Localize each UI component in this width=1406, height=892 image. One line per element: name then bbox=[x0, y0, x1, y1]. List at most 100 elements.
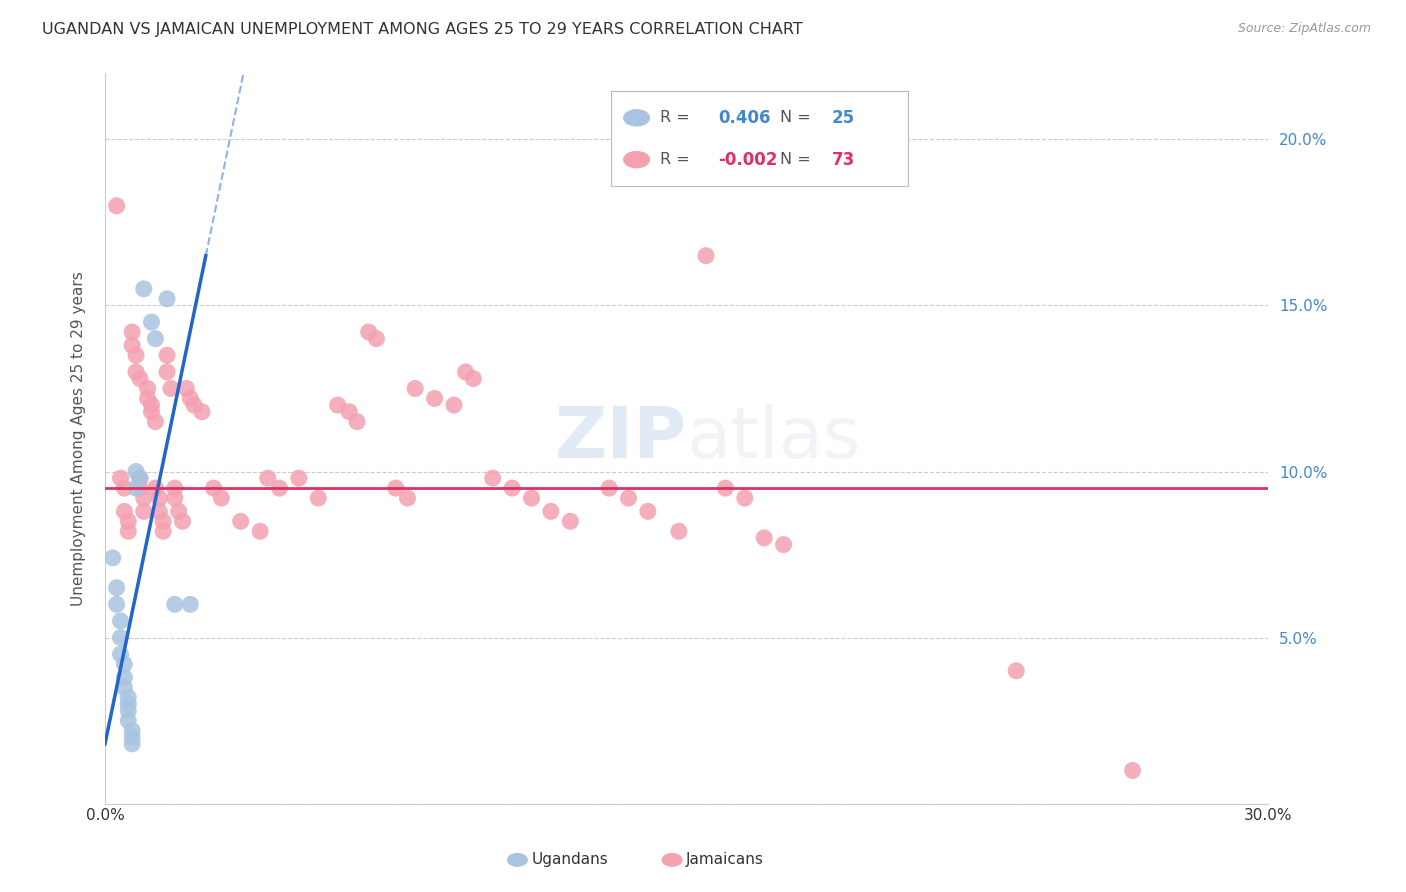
Point bbox=[617, 491, 640, 505]
Point bbox=[179, 392, 201, 406]
Point bbox=[112, 681, 135, 695]
Point bbox=[191, 405, 214, 419]
Point bbox=[167, 504, 190, 518]
Point bbox=[110, 631, 132, 645]
Point bbox=[148, 491, 170, 505]
Text: UGANDAN VS JAMAICAN UNEMPLOYMENT AMONG AGES 25 TO 29 YEARS CORRELATION CHART: UGANDAN VS JAMAICAN UNEMPLOYMENT AMONG A… bbox=[42, 22, 803, 37]
Point bbox=[501, 481, 523, 495]
Point bbox=[540, 504, 562, 518]
Point bbox=[481, 471, 503, 485]
Point bbox=[112, 504, 135, 518]
Point bbox=[179, 598, 201, 612]
Point bbox=[145, 415, 167, 429]
Point bbox=[105, 581, 128, 595]
Point bbox=[121, 325, 143, 339]
Text: R =: R = bbox=[659, 153, 695, 167]
Point bbox=[423, 392, 446, 406]
Point bbox=[269, 481, 291, 495]
Point bbox=[125, 348, 148, 362]
Point bbox=[152, 514, 174, 528]
Point bbox=[105, 199, 128, 213]
Circle shape bbox=[624, 110, 650, 126]
Point bbox=[136, 392, 159, 406]
Point bbox=[121, 338, 143, 352]
Point bbox=[366, 332, 388, 346]
Point bbox=[156, 292, 179, 306]
Point bbox=[125, 465, 148, 479]
Point bbox=[110, 471, 132, 485]
Point bbox=[121, 730, 143, 744]
Point bbox=[160, 382, 183, 396]
Point bbox=[141, 405, 163, 419]
Point bbox=[357, 325, 380, 339]
FancyBboxPatch shape bbox=[612, 91, 908, 186]
Point bbox=[163, 598, 186, 612]
Point bbox=[112, 657, 135, 672]
Circle shape bbox=[624, 152, 650, 168]
Text: Ugandans: Ugandans bbox=[531, 853, 609, 867]
Text: R =: R = bbox=[659, 111, 695, 126]
Point bbox=[326, 398, 349, 412]
Point bbox=[695, 249, 717, 263]
Point bbox=[637, 504, 659, 518]
Point bbox=[117, 704, 139, 718]
Point bbox=[172, 514, 194, 528]
Point bbox=[121, 723, 143, 738]
Point bbox=[125, 481, 148, 495]
Point bbox=[385, 481, 408, 495]
Text: N =: N = bbox=[780, 111, 815, 126]
Point bbox=[145, 332, 167, 346]
Point bbox=[110, 647, 132, 661]
Point bbox=[128, 481, 150, 495]
Point bbox=[141, 398, 163, 412]
Text: -0.002: -0.002 bbox=[718, 151, 778, 169]
Point bbox=[176, 382, 198, 396]
Point bbox=[1005, 664, 1028, 678]
Point bbox=[463, 371, 485, 385]
Point bbox=[128, 371, 150, 385]
Text: Source: ZipAtlas.com: Source: ZipAtlas.com bbox=[1237, 22, 1371, 36]
Text: 73: 73 bbox=[832, 151, 855, 169]
Point bbox=[152, 524, 174, 539]
Point bbox=[163, 481, 186, 495]
Point bbox=[132, 282, 155, 296]
Point bbox=[132, 491, 155, 505]
Point bbox=[346, 415, 368, 429]
Point bbox=[128, 471, 150, 485]
Point bbox=[520, 491, 543, 505]
Point bbox=[148, 504, 170, 518]
Point bbox=[202, 481, 225, 495]
Point bbox=[668, 524, 690, 539]
Point bbox=[117, 524, 139, 539]
Y-axis label: Unemployment Among Ages 25 to 29 years: Unemployment Among Ages 25 to 29 years bbox=[72, 271, 86, 606]
Point bbox=[257, 471, 280, 485]
Text: 0.406: 0.406 bbox=[718, 109, 770, 127]
Point bbox=[125, 365, 148, 379]
Text: ZIP: ZIP bbox=[554, 404, 686, 473]
Point bbox=[560, 514, 582, 528]
Point bbox=[110, 614, 132, 628]
Point bbox=[209, 491, 232, 505]
Point bbox=[229, 514, 252, 528]
Text: Jamaicans: Jamaicans bbox=[686, 853, 763, 867]
Text: 25: 25 bbox=[832, 109, 855, 127]
Point bbox=[598, 481, 620, 495]
Point bbox=[132, 504, 155, 518]
Point bbox=[772, 538, 794, 552]
Point bbox=[249, 524, 271, 539]
Point bbox=[734, 491, 756, 505]
Point bbox=[136, 382, 159, 396]
Point bbox=[454, 365, 477, 379]
Point bbox=[443, 398, 465, 412]
Point bbox=[404, 382, 426, 396]
Point bbox=[288, 471, 311, 485]
Point bbox=[117, 690, 139, 705]
Point bbox=[156, 348, 179, 362]
Point bbox=[112, 670, 135, 684]
Point bbox=[128, 471, 150, 485]
Point bbox=[396, 491, 419, 505]
Point bbox=[307, 491, 329, 505]
Point bbox=[117, 714, 139, 728]
Point bbox=[754, 531, 776, 545]
Point bbox=[714, 481, 737, 495]
